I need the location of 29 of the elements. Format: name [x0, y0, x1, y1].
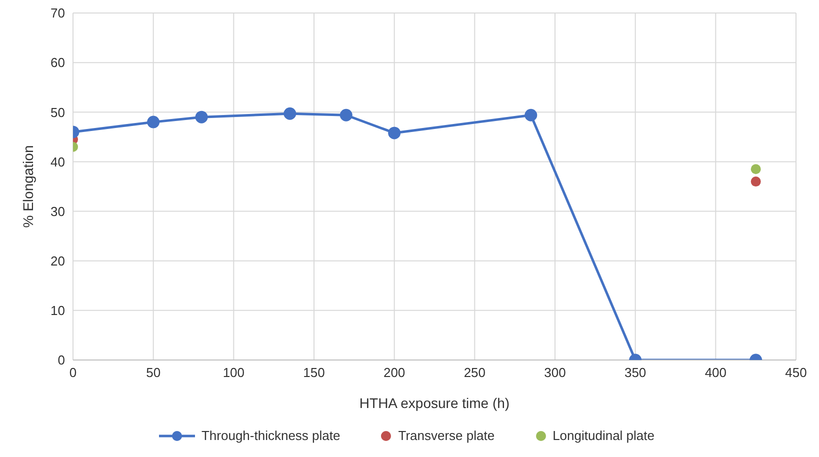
- x-axis-title: HTHA exposure time (h): [359, 395, 510, 411]
- point: [388, 126, 401, 140]
- y-tick-label: 40: [50, 154, 65, 170]
- x-tick-label: 0: [69, 365, 77, 380]
- y-tick-label: 50: [50, 104, 65, 120]
- x-tick-label: 400: [704, 365, 727, 380]
- point: [340, 108, 352, 122]
- y-tick-label: 30: [50, 204, 65, 219]
- legend-label: Longitudinal plate: [552, 428, 654, 443]
- x-tick-label: 250: [464, 365, 486, 380]
- y-tick-label: 60: [50, 55, 65, 70]
- x-tick-label: 300: [544, 365, 566, 380]
- point: [195, 110, 208, 124]
- legend-label: Transverse plate: [397, 428, 495, 443]
- y-tick-label: 20: [50, 253, 65, 268]
- x-tick-label: 450: [785, 365, 807, 380]
- y-tick-label: 0: [58, 352, 65, 368]
- x-tick-label: 150: [303, 365, 325, 380]
- point: [524, 108, 538, 122]
- y-axis-title: % Elongation: [20, 145, 36, 228]
- y-tick-label: 70: [50, 6, 65, 21]
- y-tick-label: 10: [50, 303, 65, 318]
- legend-label: Through-thickness plate: [200, 428, 340, 443]
- point: [284, 107, 296, 120]
- x-tick-label: 50: [146, 365, 161, 380]
- point: [147, 116, 160, 128]
- x-tick-label: 350: [624, 365, 646, 380]
- x-tick-label: 200: [383, 365, 406, 380]
- x-tick-label: 100: [222, 365, 245, 380]
